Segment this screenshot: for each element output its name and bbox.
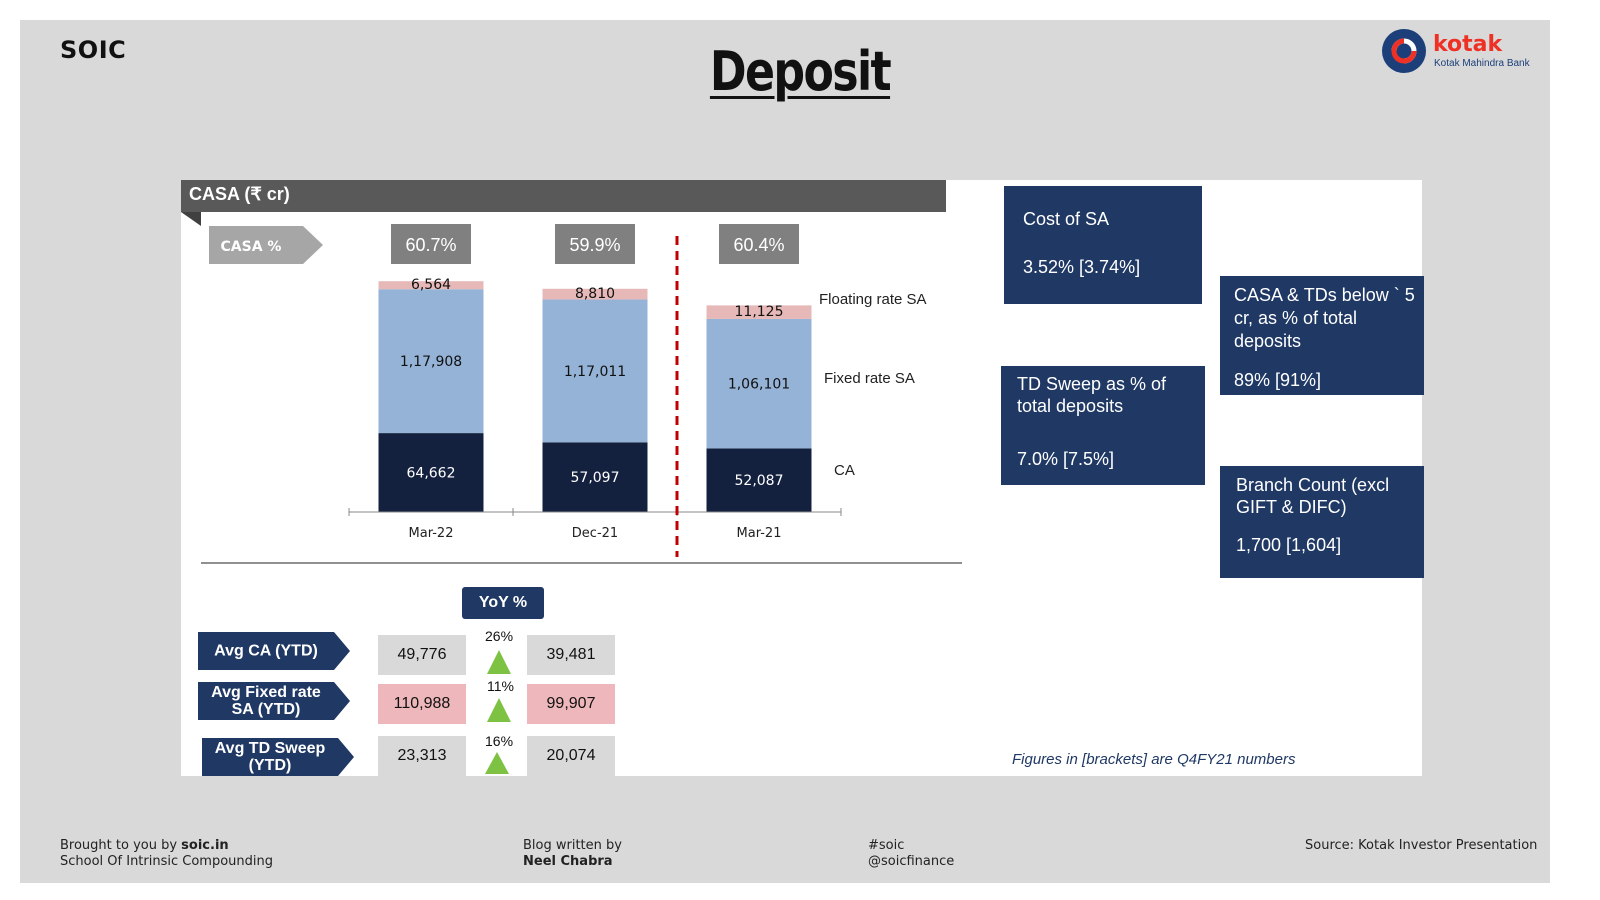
footer-blog-author: Blog written by Neel Chabra <box>523 838 622 869</box>
casa-pct-box <box>555 224 635 264</box>
tile-label: Branch Count (excl <box>1236 475 1390 495</box>
bar-segment-floating-rate-sa <box>706 305 812 319</box>
tile-value: 1,700 [1,604] <box>1236 535 1342 555</box>
row-arrow-shape <box>198 632 350 670</box>
row-label-avg-ca: Avg CA (YTD) <box>198 632 350 670</box>
bar-segment-fixed-rate-sa <box>706 318 812 449</box>
tile-label: CASA & TDs below ` 5 <box>1234 285 1415 305</box>
tile-label: cr, as % of total <box>1234 308 1358 328</box>
bar-segment-floating-rate-sa <box>542 288 648 300</box>
tile-cost-of-sa: Cost of SA 3.52% [3.74%] <box>1004 186 1202 304</box>
data-label: 1,06,101 <box>728 377 790 393</box>
page-title: Deposit <box>709 40 892 103</box>
cell-current: 110,988 <box>378 684 466 724</box>
legend-entry: Fixed rate SA <box>824 370 915 387</box>
casa-pct-box <box>391 224 471 264</box>
tile-label: deposits <box>1234 331 1302 351</box>
row-label-avg-td-sweep: Avg TD Sweep (YTD) <box>202 738 354 776</box>
yoy-header: YoY % <box>462 587 544 619</box>
brackets-note: Figures in [brackets] are Q4FY21 numbers <box>1012 751 1296 768</box>
cell-current: 49,776 <box>378 635 466 675</box>
yoy-percent: 26% <box>485 628 514 644</box>
tile-label: Cost of SA <box>1023 209 1110 229</box>
data-label: 57,097 <box>571 470 620 486</box>
yoy-percent: 16% <box>485 733 514 749</box>
tile-casa-tds: CASA & TDs below ` 5 cr, as % of total d… <box>1220 276 1424 395</box>
row-label-avg-fixed-sa: Avg Fixed rate SA (YTD) <box>198 682 350 720</box>
x-tick-label: Mar-21 <box>737 526 782 541</box>
up-arrow-icon <box>487 650 511 674</box>
data-label: 64,662 <box>407 466 456 482</box>
data-label: 11,125 <box>735 304 784 320</box>
row-arrow-shape <box>202 738 354 776</box>
x-tick-label: Mar-22 <box>409 526 454 541</box>
bar-segment-fixed-rate-sa <box>378 289 484 434</box>
bar-segment-fixed-rate-sa <box>542 299 648 443</box>
casa-pct-chevron <box>209 226 323 264</box>
casa-chart: CASA % 60.7% 64,662 1,17,908 6,564 Mar-22 59.9… <box>201 224 962 564</box>
cell-previous: 39,481 <box>527 635 615 675</box>
data-label: 8,810 <box>575 286 615 302</box>
cell-previous: 99,907 <box>527 684 615 724</box>
yoy-percent: 11% <box>487 678 514 694</box>
bar-segment-floating-rate-sa <box>378 281 484 290</box>
bar-segment-ca <box>706 448 812 512</box>
bar-segment-ca <box>378 433 484 512</box>
logo-subtitle: Kotak Mahindra Bank <box>1434 58 1530 69</box>
legend-entry: Floating rate SA <box>819 291 927 308</box>
casa-pct-value: 60.4% <box>733 235 784 255</box>
footer-tags: #soic @soicfinance <box>868 838 955 869</box>
footer-source: Source: Kotak Investor Presentation <box>1305 838 1538 853</box>
data-label: 1,17,011 <box>564 364 626 380</box>
header-tab-corner <box>181 212 201 226</box>
tile-td-sweep: TD Sweep as % of total deposits 7.0% [7.… <box>1001 366 1205 485</box>
cell-previous: 20,074 <box>527 736 615 776</box>
tile-value: 7.0% [7.5%] <box>1017 449 1115 469</box>
data-label: 52,087 <box>735 473 784 489</box>
footer-site-link[interactable]: soic.in <box>181 838 229 853</box>
up-arrow-icon <box>487 698 511 722</box>
casa-pct-value: 60.7% <box>405 235 456 255</box>
data-label: 6,564 <box>411 277 451 293</box>
footer-brought-by: Brought to you by soic.in School Of Intr… <box>60 838 273 869</box>
casa-pct-value: 59.9% <box>569 235 620 255</box>
data-label: 1,17,908 <box>400 354 462 370</box>
up-arrow-icon <box>485 752 509 774</box>
logo-name: kotak <box>1433 32 1503 57</box>
brand-label: SOIC <box>60 36 127 64</box>
legend-entry: CA <box>834 462 855 479</box>
tile-value: 89% [91%] <box>1234 370 1322 390</box>
tile-label: total deposits <box>1017 396 1124 416</box>
casa-pct-box <box>719 224 799 264</box>
cell-current: 23,313 <box>378 736 466 776</box>
row-arrow-shape <box>198 682 350 720</box>
tile-label: TD Sweep as % of <box>1017 374 1167 394</box>
kotak-logo-icon <box>1382 29 1426 73</box>
tile-value: 3.52% [3.74%] <box>1023 257 1141 277</box>
bar-segment-ca <box>542 442 648 512</box>
tile-label: GIFT & DIFC) <box>1236 497 1347 517</box>
tile-branch-count: Branch Count (excl GIFT & DIFC) 1,700 [1… <box>1220 466 1424 578</box>
x-tick-label: Dec-21 <box>572 526 618 541</box>
casa-header: CASA (₹ cr) <box>181 180 946 212</box>
casa-pct-label: CASA % <box>221 239 282 255</box>
